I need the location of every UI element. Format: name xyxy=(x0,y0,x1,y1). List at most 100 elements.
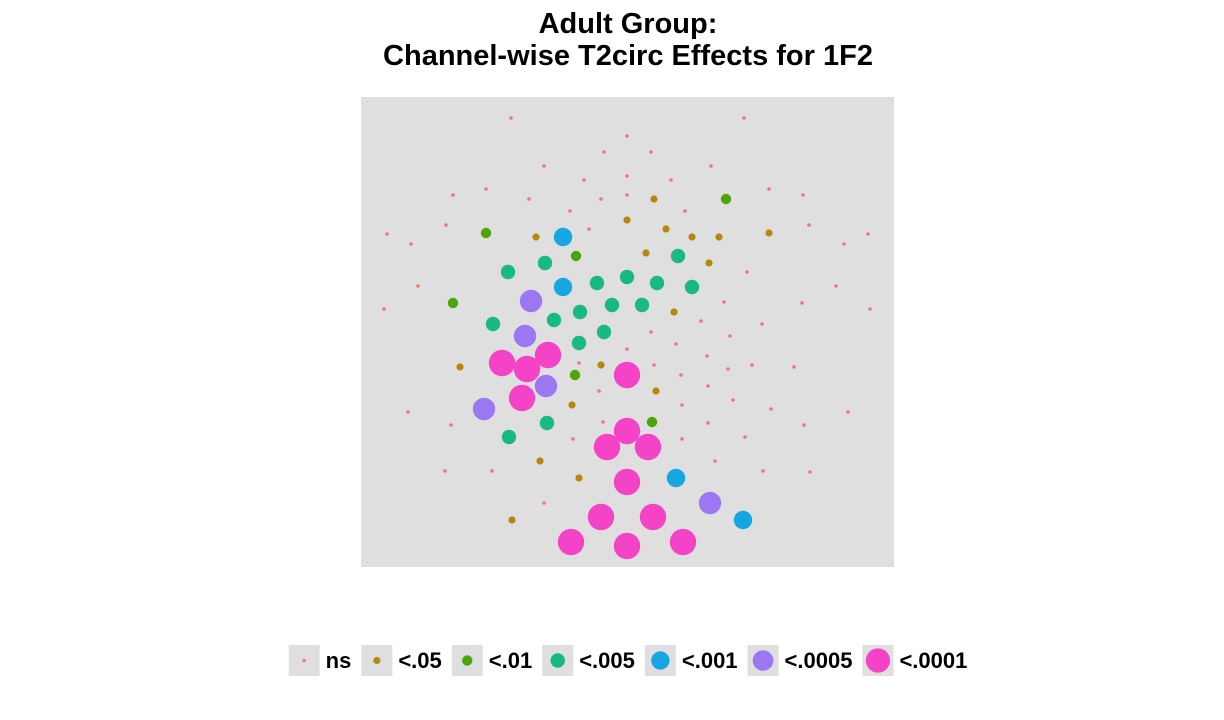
data-point-p001 xyxy=(553,227,573,247)
legend-key-p05 xyxy=(373,656,381,665)
data-point-p005 xyxy=(572,304,588,320)
data-point-ns xyxy=(683,209,687,213)
data-point-ns xyxy=(406,410,410,414)
data-point-ns xyxy=(409,242,413,246)
data-point-p0001 xyxy=(508,384,536,412)
data-point-p0001 xyxy=(593,433,621,461)
data-point-ns xyxy=(652,363,656,367)
data-point-ns xyxy=(846,410,850,414)
data-point-ns xyxy=(571,437,575,441)
plot-panel xyxy=(361,97,894,567)
data-point-p005 xyxy=(604,297,620,313)
legend-label-ns: ns xyxy=(326,648,352,673)
points-layer xyxy=(382,116,872,560)
data-point-ns xyxy=(527,197,531,201)
data-point-ns xyxy=(444,223,448,227)
data-point-ns xyxy=(597,389,601,393)
data-point-p005 xyxy=(589,275,605,291)
data-point-p0001 xyxy=(613,532,641,560)
data-point-ns xyxy=(709,164,713,168)
data-point-p005 xyxy=(501,429,517,445)
legend-item-p0001: <.0001 xyxy=(862,645,967,676)
data-point-p005 xyxy=(546,312,562,328)
data-point-ns xyxy=(625,347,629,351)
legend-item-ns: ns xyxy=(288,645,352,676)
data-point-p0001 xyxy=(488,349,516,377)
data-point-p05 xyxy=(765,229,773,237)
data-point-ns xyxy=(602,150,606,154)
legend-label-p0005: <.0005 xyxy=(785,648,853,673)
data-point-ns xyxy=(680,437,684,441)
legend: ns <.05 <.01 <.005 <.001 <.0005 <.0001 xyxy=(288,645,967,676)
data-point-ns xyxy=(767,187,771,191)
data-point-p005 xyxy=(537,255,553,271)
data-point-ns xyxy=(649,150,653,154)
data-point-ns xyxy=(509,116,513,120)
data-point-ns xyxy=(449,423,453,427)
data-point-p0001 xyxy=(557,528,585,556)
data-point-ns xyxy=(669,178,673,182)
data-point-ns xyxy=(808,470,812,474)
data-point-p005 xyxy=(485,316,501,332)
data-point-ns xyxy=(542,501,546,505)
data-point-ns xyxy=(416,284,420,288)
data-point-ns xyxy=(599,197,603,201)
legend-item-p05: <.05 xyxy=(361,645,442,676)
data-point-ns xyxy=(731,398,735,402)
data-point-p01 xyxy=(570,250,582,262)
data-point-p05 xyxy=(652,387,660,395)
data-point-p005 xyxy=(596,324,612,340)
legend-label-p005: <.005 xyxy=(579,648,635,673)
data-point-p05 xyxy=(662,225,670,233)
legend-item-p001: <.001 xyxy=(644,645,738,676)
data-point-p01 xyxy=(480,227,492,239)
data-point-ns xyxy=(679,373,683,377)
data-point-ns xyxy=(728,334,732,338)
data-point-ns xyxy=(842,242,846,246)
data-point-p05 xyxy=(623,216,631,224)
data-point-p005 xyxy=(500,264,516,280)
legend-key-p01 xyxy=(462,655,473,666)
data-point-ns xyxy=(705,354,709,358)
data-point-ns xyxy=(742,116,746,120)
data-point-p005 xyxy=(619,269,635,285)
legend-key-p001 xyxy=(651,651,670,670)
data-point-ns xyxy=(577,361,581,365)
data-point-ns xyxy=(601,420,605,424)
data-point-p0001 xyxy=(513,355,541,383)
data-point-ns xyxy=(743,435,747,439)
data-point-p05 xyxy=(575,474,583,482)
data-point-ns xyxy=(800,301,804,305)
data-point-p0005 xyxy=(534,374,558,398)
data-point-ns xyxy=(568,209,572,213)
data-point-p05 xyxy=(456,363,464,371)
data-point-ns xyxy=(382,307,386,311)
data-point-ns xyxy=(484,187,488,191)
data-point-ns xyxy=(706,421,710,425)
data-point-ns xyxy=(451,193,455,197)
data-point-ns xyxy=(866,232,870,236)
data-point-p05 xyxy=(508,516,516,524)
data-point-p001 xyxy=(553,277,573,297)
data-point-ns xyxy=(385,232,389,236)
legend-key-p0005 xyxy=(752,650,774,671)
data-point-ns xyxy=(582,178,586,182)
data-point-p001 xyxy=(666,468,686,488)
data-point-p05 xyxy=(705,259,713,267)
data-point-ns xyxy=(706,384,710,388)
data-point-ns xyxy=(801,193,805,197)
data-point-p01 xyxy=(720,193,732,205)
data-point-p0005 xyxy=(472,397,496,421)
legend-key-p005 xyxy=(550,653,565,668)
data-point-ns xyxy=(726,367,730,371)
data-point-ns xyxy=(674,342,678,346)
data-point-ns xyxy=(587,227,591,231)
data-point-ns xyxy=(761,469,765,473)
data-point-p05 xyxy=(597,361,605,369)
data-point-p05 xyxy=(688,233,696,241)
legend-item-p01: <.01 xyxy=(451,645,532,676)
data-point-p05 xyxy=(536,457,544,465)
data-point-ns xyxy=(443,469,447,473)
data-point-p0005 xyxy=(698,491,722,515)
legend-label-p001: <.001 xyxy=(682,648,738,673)
